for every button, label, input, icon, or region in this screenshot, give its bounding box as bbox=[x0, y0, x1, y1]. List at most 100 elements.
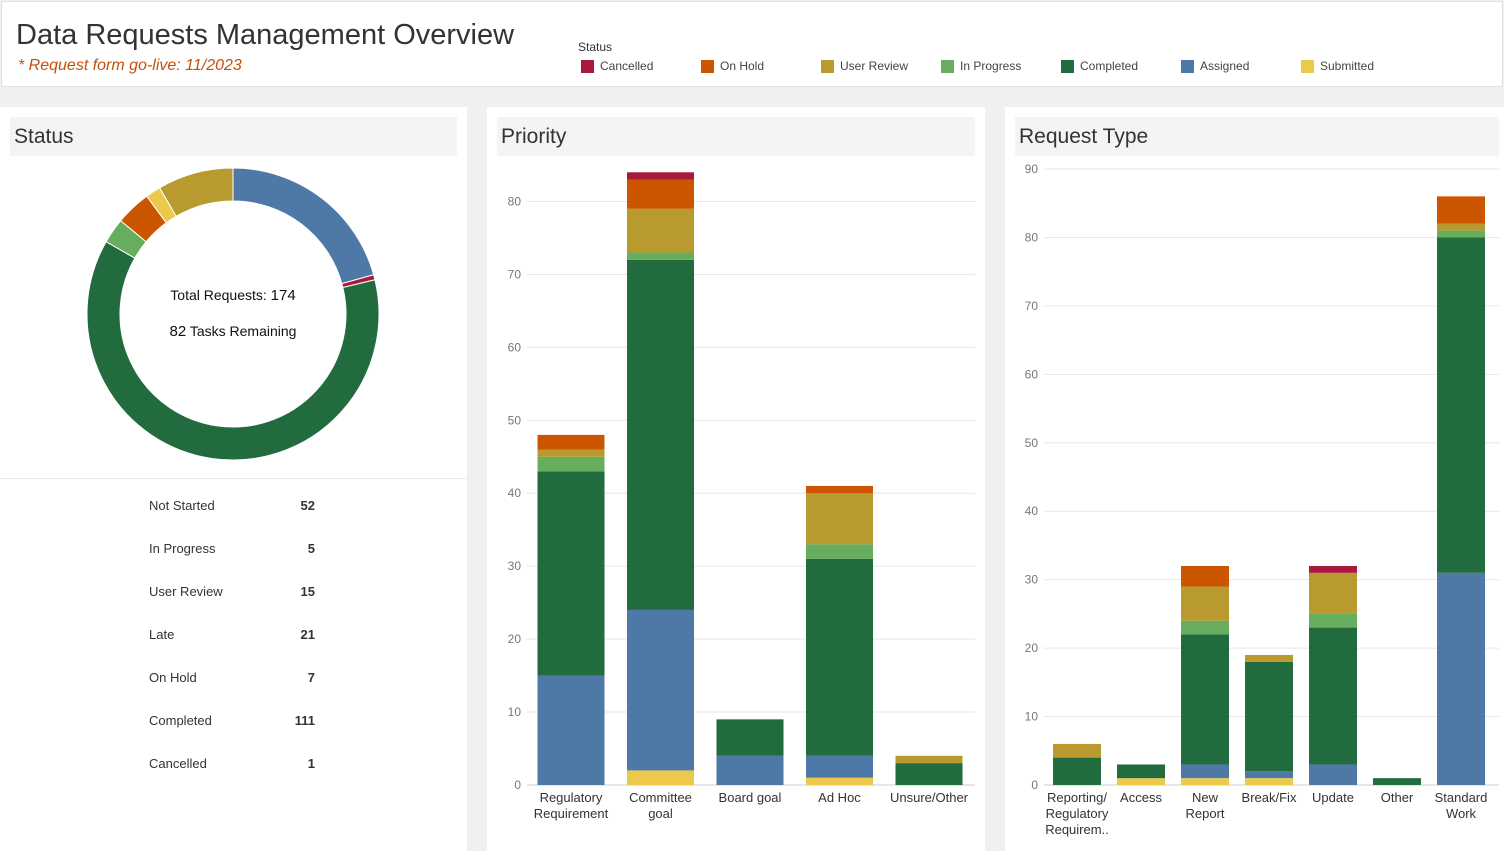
legend-item-completed[interactable]: Completed bbox=[1061, 59, 1138, 73]
stat-row-cancelled: Cancelled 1 bbox=[149, 756, 319, 771]
bar-reporting-regulatory-requirem-user-review[interactable] bbox=[1053, 743, 1101, 758]
bar-ad-hoc-on-hold[interactable] bbox=[806, 485, 873, 494]
bar-new-report-user-review[interactable] bbox=[1181, 586, 1229, 621]
x-tick-label: New bbox=[1192, 790, 1219, 805]
stat-value: 21 bbox=[300, 627, 315, 642]
x-tick-label: Report bbox=[1185, 806, 1224, 821]
legend-item-user-review[interactable]: User Review bbox=[821, 59, 908, 73]
page-subtitle: * Request form go-live: 11/2023 bbox=[18, 57, 242, 74]
stat-value: 5 bbox=[307, 541, 315, 556]
stat-label: In Progress bbox=[149, 541, 216, 556]
bar-other-completed[interactable] bbox=[1373, 778, 1421, 785]
bar-unsure-other-completed[interactable] bbox=[895, 763, 963, 785]
legend-label: Assigned bbox=[1200, 59, 1250, 73]
x-tick-label: Other bbox=[1381, 790, 1414, 805]
legend-item-in-progress[interactable]: In Progress bbox=[941, 59, 1021, 73]
bar-board-goal-assigned[interactable] bbox=[716, 755, 784, 785]
stat-row-in-progress: In Progress 5 bbox=[149, 541, 319, 556]
bar-regulatory-requirement-assigned[interactable] bbox=[537, 675, 605, 785]
bar-access-submitted[interactable] bbox=[1117, 778, 1165, 785]
bar-committee-goal-assigned[interactable] bbox=[627, 609, 694, 771]
bar-update-in-progress[interactable] bbox=[1309, 613, 1357, 628]
donut-slice-completed[interactable] bbox=[86, 241, 380, 461]
legend-item-cancelled[interactable]: Cancelled bbox=[581, 59, 653, 73]
legend-item-submitted[interactable]: Submitted bbox=[1301, 59, 1374, 73]
bar-ad-hoc-completed[interactable] bbox=[806, 558, 873, 756]
bar-ad-hoc-in-progress[interactable] bbox=[806, 544, 873, 559]
bar-ad-hoc-user-review[interactable] bbox=[806, 493, 873, 545]
bar-committee-goal-submitted[interactable] bbox=[627, 770, 694, 785]
bar-reporting-regulatory-requirem-completed[interactable] bbox=[1053, 757, 1101, 785]
bar-new-report-on-hold[interactable] bbox=[1181, 565, 1229, 587]
bar-regulatory-requirement-on-hold[interactable] bbox=[537, 434, 605, 450]
bar-update-user-review[interactable] bbox=[1309, 572, 1357, 614]
x-tick-label: Access bbox=[1120, 790, 1162, 805]
bar-standard-work-in-progress[interactable] bbox=[1437, 230, 1485, 238]
donut-slice-user-review[interactable] bbox=[158, 167, 234, 217]
stat-label: User Review bbox=[149, 584, 223, 599]
bar-break-fix-completed[interactable] bbox=[1245, 661, 1293, 772]
bar-committee-goal-cancelled[interactable] bbox=[627, 172, 694, 180]
priority-panel: Priority 0 10 20 30 40 50 60 70 80 Regulatory Requ… bbox=[487, 107, 985, 851]
y-tick-label: 60 bbox=[1025, 367, 1039, 381]
status-panel: Status Total Requests: 174 82 Tasks Rema… bbox=[0, 107, 467, 851]
total-requests-text: Total Requests: bbox=[170, 287, 271, 303]
total-requests-label: Total Requests: 174 bbox=[133, 287, 333, 304]
dashboard-header: Data Requests Management Overview * Requ… bbox=[1, 1, 1503, 87]
bar-regulatory-requirement-user-review[interactable] bbox=[537, 449, 605, 457]
bar-board-goal-completed[interactable] bbox=[716, 719, 784, 756]
y-tick-label: 80 bbox=[1025, 230, 1039, 244]
priority-panel-title: Priority bbox=[497, 117, 975, 156]
legend-swatch bbox=[1301, 59, 1314, 73]
y-tick-label: 50 bbox=[508, 413, 522, 427]
stat-label: Cancelled bbox=[149, 756, 207, 771]
y-tick-label: 30 bbox=[508, 559, 522, 573]
bar-unsure-other-user-review[interactable] bbox=[895, 755, 963, 764]
tasks-remaining-text: Tasks Remaining bbox=[186, 323, 297, 339]
y-tick-label: 80 bbox=[508, 194, 522, 208]
legend-item-assigned[interactable]: Assigned bbox=[1181, 59, 1249, 73]
bar-new-report-completed[interactable] bbox=[1181, 634, 1229, 765]
bar-new-report-in-progress[interactable] bbox=[1181, 620, 1229, 635]
legend-item-on-hold[interactable]: On Hold bbox=[701, 59, 764, 73]
donut-slice-assigned[interactable] bbox=[232, 167, 375, 285]
bar-regulatory-requirement-completed[interactable] bbox=[537, 471, 605, 676]
bar-standard-work-on-hold[interactable] bbox=[1437, 196, 1485, 224]
y-tick-label: 70 bbox=[508, 267, 522, 281]
bar-break-fix-submitted[interactable] bbox=[1245, 778, 1293, 785]
bar-standard-work-user-review[interactable] bbox=[1437, 223, 1485, 231]
stat-value: 52 bbox=[300, 498, 315, 513]
stat-row-user-review: User Review 15 bbox=[149, 584, 319, 599]
bar-ad-hoc-assigned[interactable] bbox=[806, 755, 873, 778]
status-panel-title: Status bbox=[10, 117, 457, 156]
bar-break-fix-user-review[interactable] bbox=[1245, 654, 1293, 662]
bar-regulatory-requirement-in-progress[interactable] bbox=[537, 456, 605, 472]
bar-committee-goal-in-progress[interactable] bbox=[627, 252, 694, 260]
bar-ad-hoc-submitted[interactable] bbox=[806, 777, 873, 785]
bar-committee-goal-completed[interactable] bbox=[627, 259, 694, 610]
bar-standard-work-completed[interactable] bbox=[1437, 237, 1485, 573]
bar-update-assigned[interactable] bbox=[1309, 764, 1357, 785]
stat-label: Completed bbox=[149, 713, 212, 728]
request-type-panel: Request Type 0 10 20 30 40 50 60 70 80 90 Reportin… bbox=[1005, 107, 1504, 851]
y-tick-label: 20 bbox=[1025, 641, 1039, 655]
stat-row-completed: Completed 111 bbox=[149, 713, 319, 728]
bar-new-report-assigned[interactable] bbox=[1181, 764, 1229, 779]
bar-new-report-submitted[interactable] bbox=[1181, 778, 1229, 785]
x-tick-label: Regulatory bbox=[540, 790, 603, 805]
legend-label: User Review bbox=[840, 59, 909, 73]
bar-break-fix-assigned[interactable] bbox=[1245, 771, 1293, 779]
bar-access-completed[interactable] bbox=[1117, 764, 1165, 779]
status-donut-chart bbox=[86, 167, 380, 461]
bar-update-completed[interactable] bbox=[1309, 627, 1357, 765]
bar-update-cancelled[interactable] bbox=[1309, 565, 1357, 573]
total-requests-value: 174 bbox=[270, 287, 296, 304]
bar-standard-work-assigned[interactable] bbox=[1437, 572, 1485, 785]
x-tick-label: Board goal bbox=[719, 790, 782, 805]
x-tick-label: Work bbox=[1446, 806, 1477, 821]
bar-committee-goal-user-review[interactable] bbox=[627, 208, 694, 253]
bar-committee-goal-on-hold[interactable] bbox=[627, 179, 694, 209]
stat-row-late: Late 21 bbox=[149, 627, 319, 642]
y-tick-label: 10 bbox=[1025, 710, 1039, 724]
y-tick-label: 70 bbox=[1025, 299, 1039, 313]
